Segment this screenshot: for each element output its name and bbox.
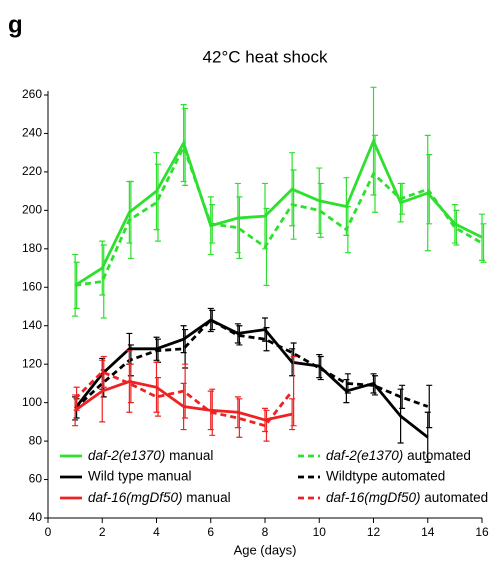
legend-label: daf-16(mgDf50) manual [88,490,231,505]
error-bar [182,107,189,186]
error-bar [155,377,161,417]
error-bar [100,355,107,388]
y-tick-label: 60 [29,472,43,486]
error-bar [182,363,189,419]
y-tick-label: 120 [22,356,42,370]
error-bar [290,355,297,427]
error-bar [263,409,270,442]
error-bar [236,196,243,260]
error-bar [263,327,270,352]
x-tick-label: 12 [367,525,381,539]
x-tick-label: 16 [475,525,489,539]
y-tick-label: 240 [22,126,42,140]
error-bar [317,355,324,381]
series-line [74,380,293,422]
x-tick-label: 10 [313,525,327,539]
x-tick-label: 8 [262,525,269,539]
error-bar [453,209,460,246]
series-line [74,143,483,287]
x-tick-label: 6 [207,525,214,539]
x-tick-label: 14 [421,525,435,539]
chart-title: 42°C heat shock [203,47,328,66]
legend-label: daf-2(e1370) automated [326,448,471,463]
series-line [74,137,483,287]
y-tick-label: 40 [29,510,43,524]
x-axis-label: Age (days) [234,542,297,557]
y-tick-label: 220 [22,164,42,178]
error-bar [480,223,487,263]
y-tick-label: 200 [22,203,42,217]
error-bar [426,384,433,429]
legend-label: daf-2(e1370) manual [88,448,213,463]
error-bar [100,244,107,319]
error-bar [209,309,216,331]
y-tick-label: 260 [22,87,42,101]
series-line [74,370,294,428]
y-tick-label: 100 [22,395,42,409]
error-bar [372,375,378,396]
error-bar [399,384,406,410]
x-tick-label: 4 [153,525,160,539]
y-tick-label: 140 [22,318,42,332]
y-tick-label: 160 [22,279,42,293]
error-bar [236,398,243,438]
y-tick-label: 80 [29,433,43,447]
error-bar [127,363,134,404]
error-bar [155,163,161,242]
legend-label: daf-16(mgDf50) automated [326,490,488,505]
x-tick-label: 0 [45,525,52,539]
x-tick-label: 2 [99,525,106,539]
legend-label: Wildtype automated [326,469,445,484]
panel-label: g [8,11,23,38]
series-line [74,318,429,410]
y-tick-label: 180 [22,241,42,255]
legend-label: Wild type manual [88,469,192,484]
